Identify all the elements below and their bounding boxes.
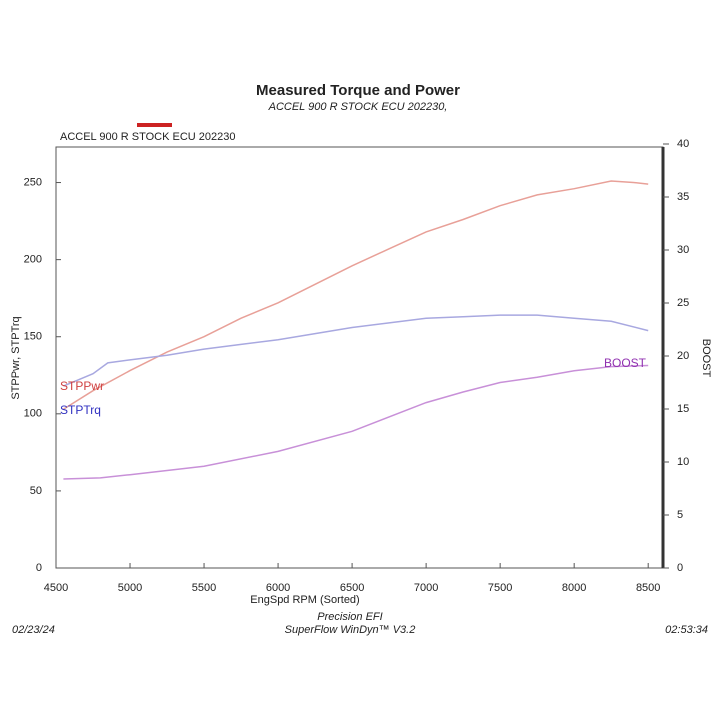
x-axis-label: EngSpd RPM (Sorted) [250, 594, 359, 606]
y2-tick-label: 15 [677, 403, 689, 415]
x-tick-label: 5500 [192, 582, 216, 594]
footer: SuperFlow WinDyn™ V3.2 [285, 624, 416, 636]
series-label: BOOST [604, 356, 647, 370]
series-line [63, 364, 649, 480]
footer: 02:53:34 [665, 624, 708, 636]
y2-tick-label: 30 [677, 244, 689, 256]
footer: 02/23/24 [12, 624, 55, 636]
y2-tick-label: 5 [677, 509, 683, 521]
chart-title: Measured Torque and Power [256, 82, 460, 99]
series-line [63, 180, 649, 410]
legend-title: ACCEL 900 R STOCK ECU 202230 [60, 131, 235, 143]
x-tick-label: 7500 [488, 582, 512, 594]
x-tick-label: 4500 [44, 582, 68, 594]
x-tick-label: 8500 [636, 582, 660, 594]
y2-tick-label: 20 [677, 350, 689, 362]
y-tick-label: 250 [24, 176, 42, 188]
y2-tick-label: 10 [677, 456, 689, 468]
x-tick-label: 6000 [266, 582, 290, 594]
series-label: STPTrq [60, 403, 101, 417]
y-axis-label: STPPwr, STPTrq [10, 316, 22, 399]
y2-tick-label: 40 [677, 138, 689, 150]
y-tick-label: 0 [36, 562, 42, 574]
series-label: STPPwr [60, 379, 104, 393]
y-tick-label: 100 [24, 408, 42, 420]
x-tick-label: 5000 [118, 582, 142, 594]
x-tick-label: 8000 [562, 582, 586, 594]
y-tick-label: 50 [30, 485, 42, 497]
x-tick-label: 7000 [414, 582, 438, 594]
y2-tick-label: 35 [677, 191, 689, 203]
y-tick-label: 200 [24, 254, 42, 266]
footer: Precision EFI [317, 611, 382, 623]
y2-tick-label: 25 [677, 297, 689, 309]
x-tick-label: 6500 [340, 582, 364, 594]
y2-axis-label: BOOST [700, 339, 712, 378]
chart-subtitle: ACCEL 900 R STOCK ECU 202230, [268, 101, 448, 113]
series-line [63, 314, 649, 387]
legend-swatch [137, 123, 172, 127]
y2-tick-label: 0 [677, 562, 683, 574]
y-tick-label: 150 [24, 331, 42, 343]
